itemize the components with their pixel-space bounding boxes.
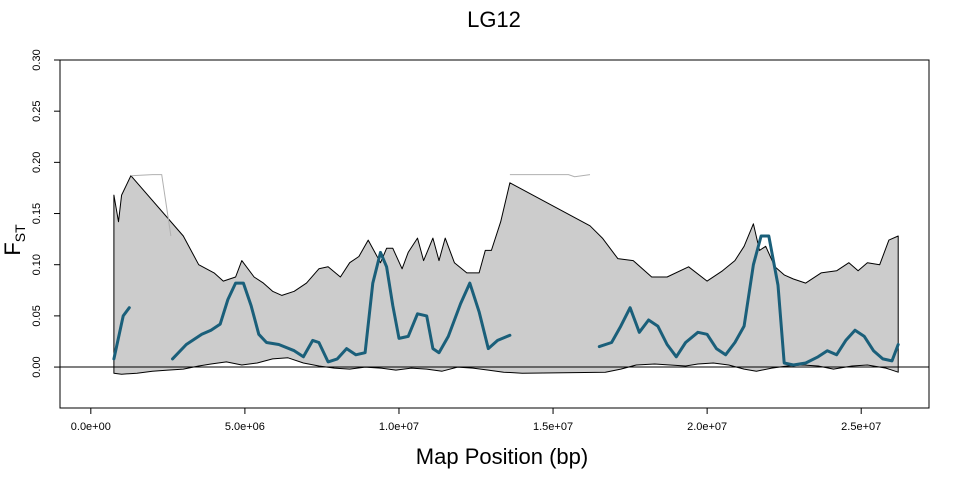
- fst-series-segment-2: [171, 250, 512, 364]
- x-tick-label: 1.0e+07: [379, 421, 419, 433]
- y-axis-label: FST: [0, 224, 28, 256]
- y-axis-label-main: F: [0, 242, 25, 255]
- x-tick-label: 2.0e+07: [687, 421, 727, 433]
- x-tick-label: 1.5e+07: [533, 421, 573, 433]
- y-tick-label: 0.20: [31, 152, 43, 173]
- y-tick-label: 0.15: [31, 203, 43, 224]
- confidence-band: [113, 175, 899, 375]
- y-axis-label-subscript: ST: [12, 224, 28, 242]
- x-axis-label: Map Position (bp): [416, 444, 588, 469]
- y-tick-label: 0.25: [31, 100, 43, 121]
- plot-area: [60, 174, 929, 375]
- y-tick-label: 0.00: [31, 356, 43, 377]
- x-tick-label: 5.0e+06: [225, 421, 265, 433]
- x-axis: 0.0e+00 5.0e+06 1.0e+07 1.5e+07 2.0e+07 2.5e+…: [71, 407, 881, 433]
- chart-title: LG12: [467, 7, 521, 32]
- y-tick-label: 0.30: [31, 49, 43, 70]
- y-tick-label: 0.05: [31, 305, 43, 326]
- y-tick-label: 0.10: [31, 254, 43, 275]
- x-tick-label: 0.0e+00: [71, 421, 111, 433]
- gap-line-2: [509, 174, 591, 178]
- gap-line-1: [130, 174, 172, 237]
- fst-series-segment-3: [597, 234, 900, 367]
- y-axis: 0.00 0.05 0.10 0.15 0.20 0.25 0.30: [31, 49, 61, 378]
- fst-series-segment-1: [112, 306, 131, 361]
- svg-text:FST: FST: [0, 224, 28, 256]
- x-tick-label: 2.5e+07: [841, 421, 881, 433]
